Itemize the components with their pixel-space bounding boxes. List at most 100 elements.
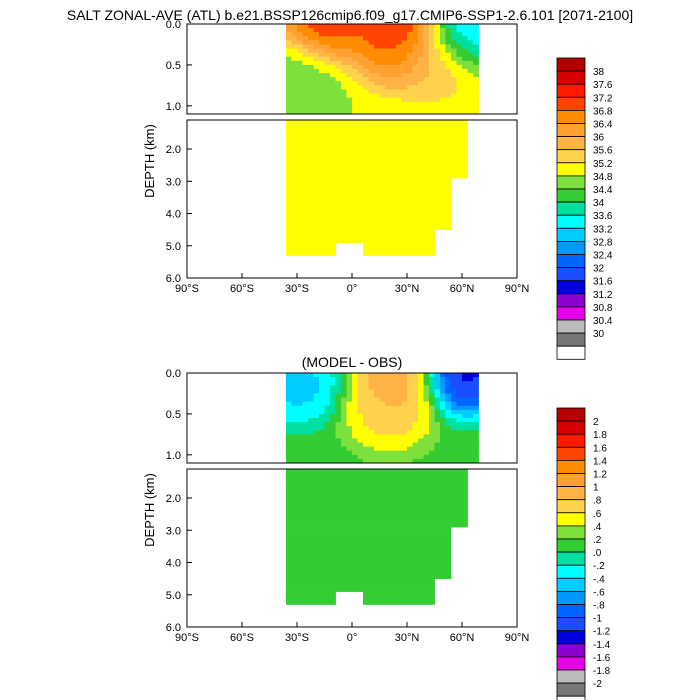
heatmap-cell [335, 585, 342, 592]
heatmap-cell [302, 28, 309, 33]
heatmap-cell [374, 469, 380, 476]
heatmap-cell [302, 389, 309, 394]
heatmap-cell [302, 184, 309, 192]
heatmap-cell [335, 101, 342, 107]
heatmap-cell [286, 393, 292, 398]
heatmap-cell [407, 36, 413, 41]
heatmap-cell [324, 120, 331, 127]
heatmap-cell [319, 48, 325, 54]
heatmap-cell [313, 109, 320, 115]
heatmap-cell [319, 413, 325, 419]
heatmap-cell [319, 44, 325, 49]
heatmap-cell [456, 475, 463, 483]
heatmap-cell [451, 32, 457, 37]
heatmap-cell [434, 40, 441, 45]
heatmap-cell [286, 190, 292, 198]
heatmap-cell [401, 236, 408, 243]
heatmap-cell [396, 458, 402, 464]
heatmap-cell [462, 438, 468, 443]
heatmap-cell [368, 422, 375, 427]
heatmap-cell [456, 101, 463, 107]
heatmap-cell [368, 171, 375, 179]
heatmap-cell [357, 126, 364, 134]
heatmap-cell [302, 546, 309, 554]
heatmap-cell [346, 507, 353, 515]
colorbar-swatch [556, 149, 586, 164]
heatmap-cell [335, 24, 342, 29]
heatmap-cell [434, 450, 441, 456]
heatmap-cell [445, 152, 452, 160]
heatmap-cell [462, 81, 468, 86]
heatmap-cell [385, 507, 391, 515]
heatmap-cell [297, 397, 303, 403]
heatmap-cell [379, 546, 386, 554]
heatmap-cell [467, 28, 474, 33]
heatmap-cell [401, 248, 408, 256]
heatmap-cell [297, 488, 303, 496]
heatmap-cell [401, 77, 408, 82]
heatmap-cell [396, 85, 402, 90]
heatmap-cell [313, 377, 320, 382]
heatmap-cell [324, 28, 331, 33]
heatmap-cell [396, 527, 402, 534]
heatmap-cell [434, 73, 441, 78]
heatmap-cell [319, 216, 325, 224]
heatmap-cell [291, 422, 298, 427]
heatmap-cell [302, 527, 309, 534]
heatmap-cell [390, 434, 397, 439]
heatmap-cell [291, 481, 298, 489]
heatmap-cell [440, 85, 446, 90]
heatmap-cell [385, 578, 391, 586]
heatmap-cell [330, 64, 336, 70]
heatmap-cell [396, 44, 402, 49]
heatmap-cell [341, 559, 347, 567]
heatmap-cell [429, 64, 435, 70]
heatmap-cell [440, 539, 446, 547]
colorbar-label: 1.2 [593, 470, 607, 481]
heatmap-cell [390, 105, 397, 111]
heatmap-cell [467, 446, 474, 452]
heatmap-cell [445, 56, 452, 62]
heatmap-cell [291, 248, 298, 256]
heatmap-cell [401, 24, 408, 29]
heatmap-cell [379, 60, 386, 66]
heatmap-cell [396, 105, 402, 111]
heatmap-cell [412, 242, 419, 250]
heatmap-cell [308, 109, 314, 115]
heatmap-cell [379, 494, 386, 502]
heatmap-cell [418, 559, 424, 567]
heatmap-cell [357, 132, 364, 140]
heatmap-cell [352, 120, 358, 127]
heatmap-cell [352, 418, 358, 423]
heatmap-cell [363, 597, 369, 605]
heatmap-cell [445, 203, 452, 211]
heatmap-cell [445, 397, 452, 403]
heatmap-cell [368, 418, 375, 423]
heatmap-cell [302, 242, 309, 250]
heatmap-cell [456, 28, 463, 33]
heatmap-cell [423, 527, 430, 534]
heatmap-cell [324, 210, 331, 218]
heatmap-cell [462, 469, 468, 476]
heatmap-cell [390, 559, 397, 567]
heatmap-cell [330, 210, 336, 218]
colorbar-label: 36.8 [593, 106, 613, 117]
heatmap-cell [368, 109, 375, 115]
heatmap-cell [412, 426, 419, 431]
heatmap-cell [330, 48, 336, 54]
heatmap-cell [341, 64, 347, 70]
heatmap-cell [451, 56, 457, 62]
heatmap-cell [456, 434, 463, 439]
heatmap-cell [297, 56, 303, 62]
heatmap-cell [401, 242, 408, 250]
heatmap-cell [412, 572, 419, 580]
heatmap-cell [401, 494, 408, 502]
heatmap-cell [352, 481, 358, 489]
colorbar-label: -1.6 [593, 653, 611, 664]
heatmap-cell [330, 203, 336, 211]
heatmap-cell [412, 514, 419, 521]
heatmap-cell [357, 446, 364, 452]
heatmap-cell [341, 422, 347, 427]
colorbar-swatch [556, 538, 586, 553]
